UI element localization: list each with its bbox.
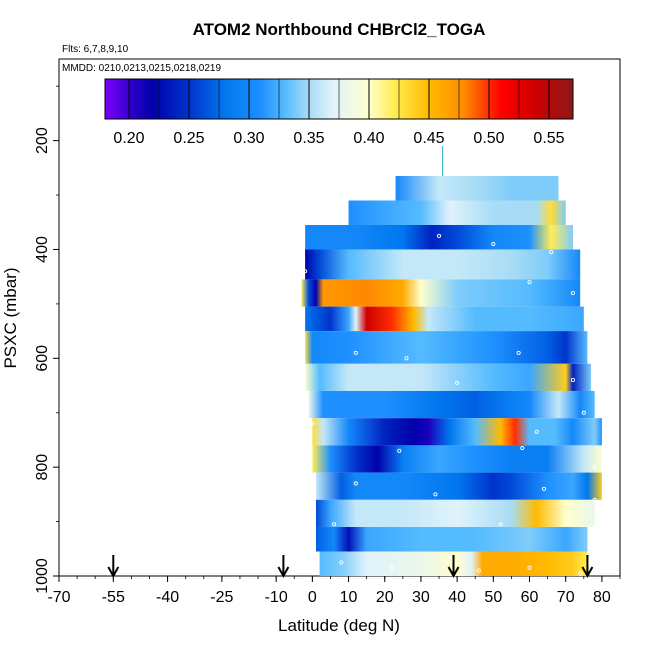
sample-point <box>527 565 532 570</box>
sample-point <box>527 280 532 285</box>
curtain-row <box>315 472 602 500</box>
sample-point <box>541 486 547 491</box>
x-tick-label: 20 <box>376 589 394 606</box>
profile-arrows <box>107 555 594 579</box>
sample-point <box>447 554 452 560</box>
curtain-row <box>348 200 566 225</box>
colorbar-tick-label: 0.20 <box>113 130 144 147</box>
x-tick-label: -55 <box>102 589 125 606</box>
curtain-row <box>305 249 581 280</box>
x-tick-label: -10 <box>265 589 288 606</box>
x-tick-label: 30 <box>412 589 430 606</box>
profile-arrow-head <box>447 566 460 579</box>
sample-point <box>310 421 315 426</box>
sample-point <box>339 560 344 565</box>
sample-point <box>353 350 358 355</box>
sample-point <box>433 492 438 497</box>
curtain-row <box>305 331 588 364</box>
sample-point <box>570 290 575 296</box>
sample-point <box>520 446 525 451</box>
x-axis-label: Latitude (deg N) <box>278 616 400 635</box>
curtain-row <box>305 306 584 332</box>
y-axis-label: PSXC (mbar) <box>1 267 20 368</box>
sample-point <box>397 448 402 453</box>
colorbar-tick-label: 0.50 <box>473 130 504 147</box>
sample-point <box>592 497 597 502</box>
sample-point <box>498 522 503 527</box>
flights-note: Flts: 6,7,8,9,10 <box>62 44 129 55</box>
colorbar-tick-label: 0.40 <box>353 130 384 147</box>
y-tick-label: 600 <box>34 345 51 372</box>
sample-point <box>491 241 496 247</box>
curtain-row <box>315 499 595 528</box>
sample-point <box>578 571 583 576</box>
x-tick-label: 10 <box>340 589 358 606</box>
y-tick-label: 200 <box>34 127 51 154</box>
x-tick-label: -70 <box>47 589 70 606</box>
profile-arrow-head <box>581 566 594 579</box>
x-tick-label: 60 <box>521 589 539 606</box>
sample-point <box>455 380 460 385</box>
sample-point <box>353 481 358 486</box>
sample-point <box>592 465 597 470</box>
sample-point <box>563 522 568 527</box>
sample-point <box>404 356 409 361</box>
profile-arrow-head <box>107 566 120 579</box>
profile-arrow-head <box>277 566 290 579</box>
curtain-row <box>301 279 581 307</box>
colorbar-ticks: 0.20 0.25 0.30 0.35 0.40 0.45 0.50 0.55 <box>113 79 565 147</box>
x-tick-label: -25 <box>210 589 233 606</box>
colorbar-tick-label: 0.35 <box>293 130 324 147</box>
x-tick-label: 70 <box>557 589 575 606</box>
colorbar-tick-label: 0.30 <box>233 130 264 147</box>
x-axis: -70 -55 -40 -25 -10 0 10 20 30 40 50 60 70 80 <box>47 576 621 606</box>
curtain-row <box>315 527 588 552</box>
y-axis: 200 400 600 800 1000 <box>34 85 59 594</box>
sample-point <box>570 378 575 383</box>
sample-point <box>534 429 539 434</box>
x-tick-label: 50 <box>484 589 502 606</box>
sample-points-layer <box>303 233 597 576</box>
sample-point <box>476 568 481 573</box>
x-tick-label: 40 <box>448 589 466 606</box>
x-tick-label: 0 <box>308 589 317 606</box>
sample-point <box>332 522 337 527</box>
colorbar-tick-label: 0.45 <box>413 130 444 147</box>
sample-point <box>436 233 442 238</box>
sample-point <box>516 350 521 355</box>
sample-point <box>303 269 308 274</box>
sample-point <box>549 250 554 255</box>
sample-point <box>581 410 586 415</box>
chart-title: ATOM2 Northbound CHBrCl2_TOGA <box>193 20 486 39</box>
y-tick-label: 400 <box>34 236 51 263</box>
curtain-row <box>395 176 559 201</box>
curtain-layer <box>301 146 602 576</box>
curtain-row <box>308 390 595 419</box>
dates-note: MMDD: 0210,0213,0215,0218,0219 <box>62 63 221 74</box>
curtain-row <box>305 363 592 391</box>
x-tick-label: 80 <box>593 589 611 606</box>
curtain-row <box>312 445 602 473</box>
y-tick-label: 1000 <box>34 558 51 594</box>
colorbar-tick-label: 0.55 <box>533 130 564 147</box>
x-tick-label: -40 <box>156 589 179 606</box>
y-tick-label: 800 <box>34 454 51 481</box>
colorbar-tick-label: 0.25 <box>173 130 204 147</box>
curtain-row <box>312 418 602 446</box>
sample-point <box>389 565 395 570</box>
